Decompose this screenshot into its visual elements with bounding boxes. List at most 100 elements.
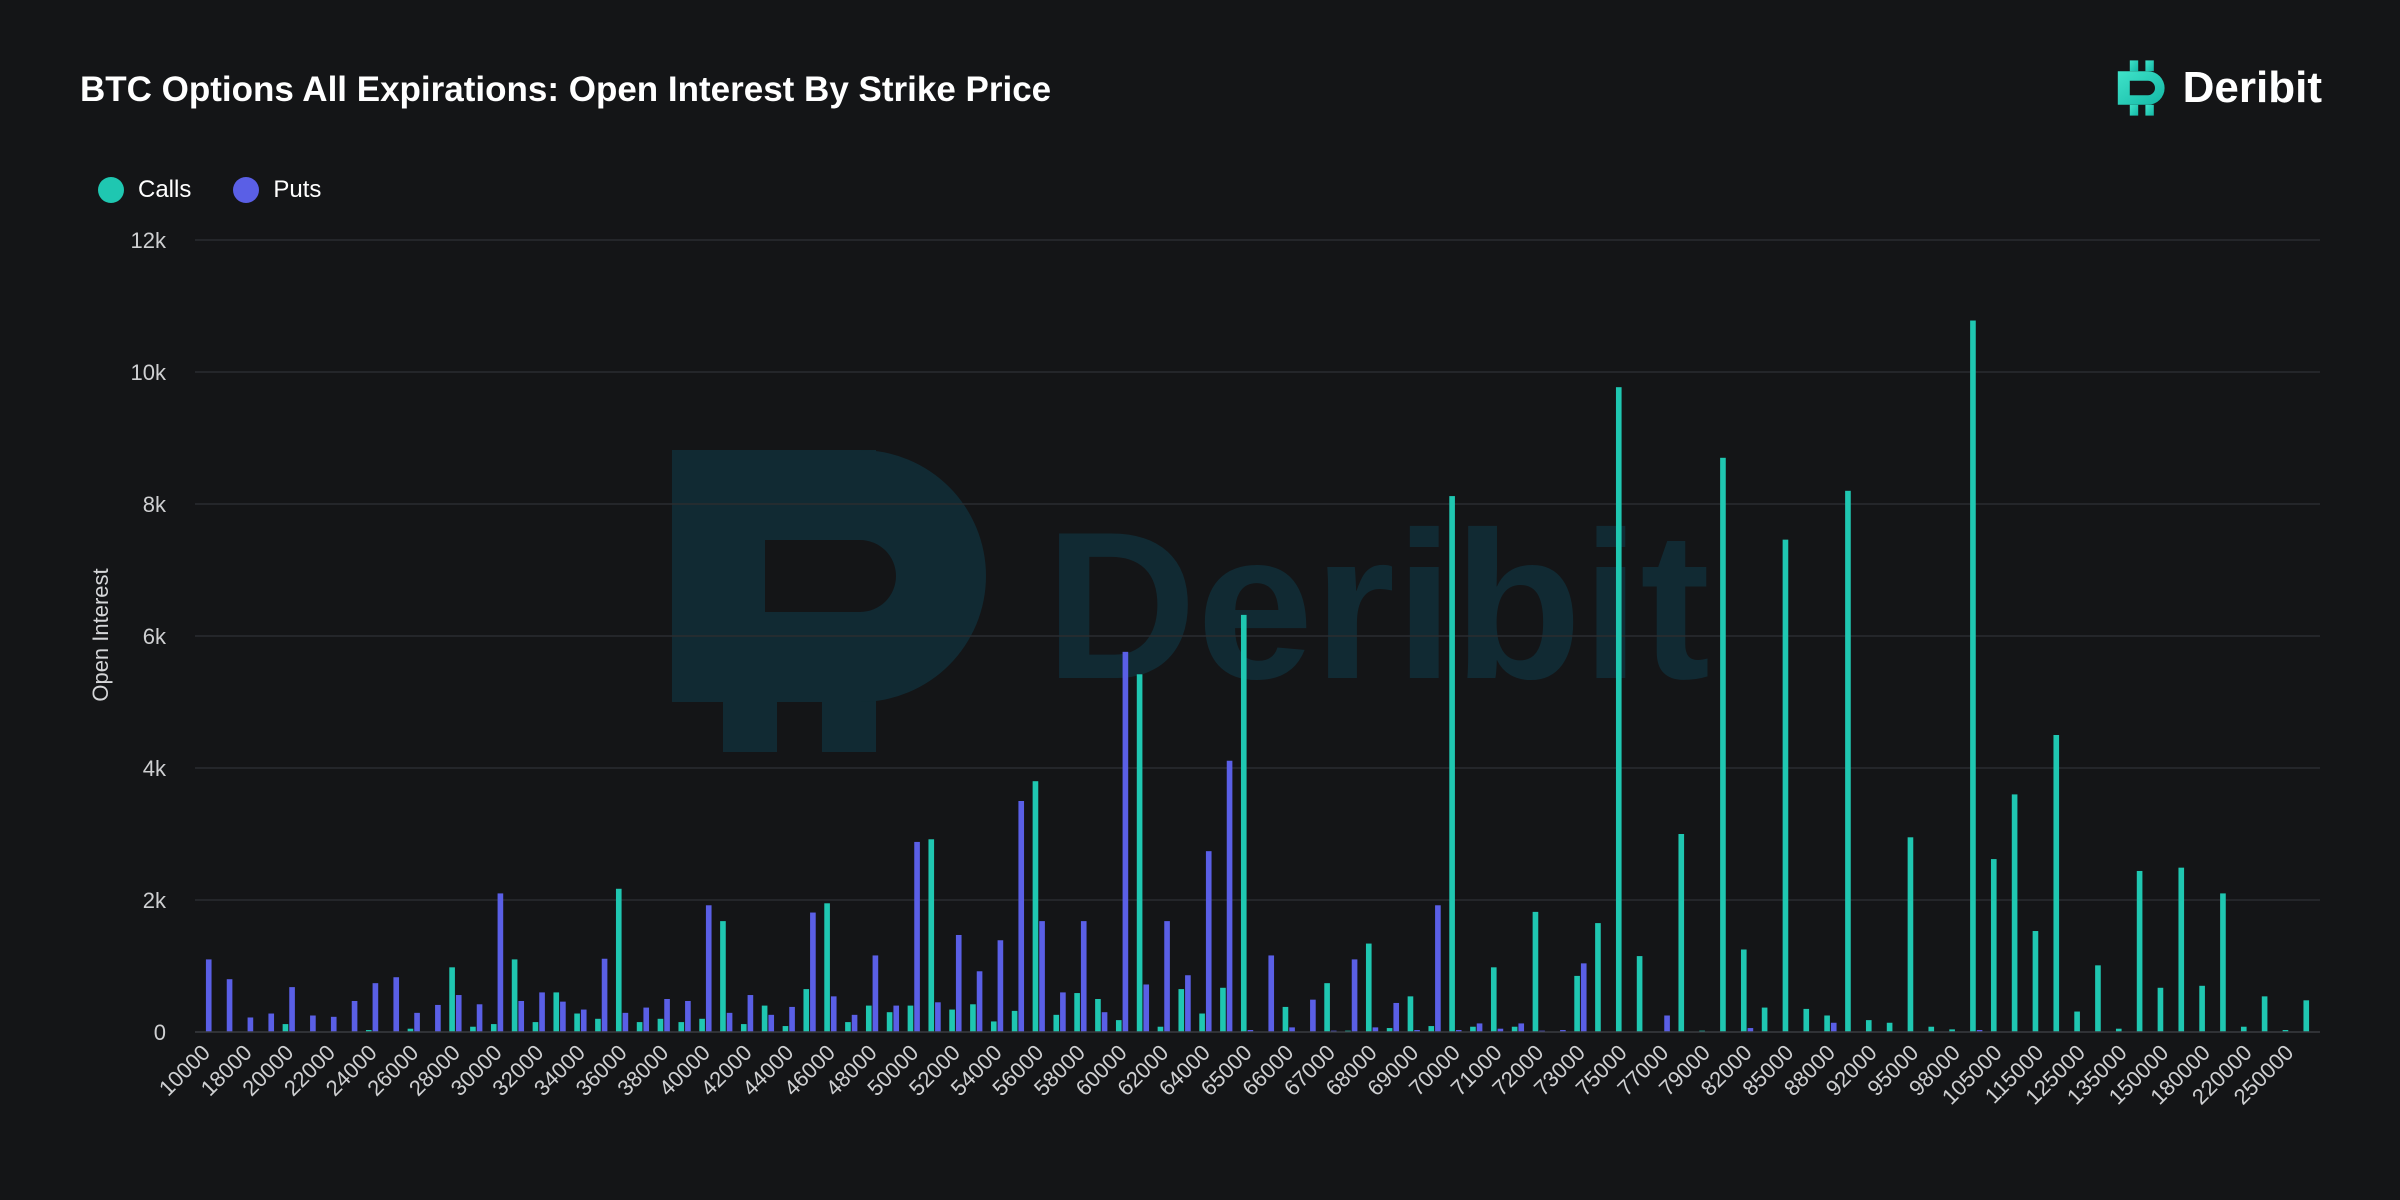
bar-puts[interactable]: [1310, 999, 1316, 1032]
bar-puts[interactable]: [1205, 851, 1212, 1032]
bar-puts[interactable]: [1351, 959, 1358, 1032]
bar-puts[interactable]: [1455, 1030, 1462, 1032]
bar-calls[interactable]: [2261, 996, 2268, 1032]
bar-puts[interactable]: [372, 983, 379, 1032]
bar-calls[interactable]: [928, 839, 935, 1032]
bar-calls[interactable]: [1949, 1029, 1955, 1032]
bar-calls[interactable]: [657, 1018, 664, 1032]
bar-calls[interactable]: [1449, 496, 1455, 1033]
bar-calls[interactable]: [1532, 911, 1539, 1032]
bar-calls[interactable]: [1574, 975, 1580, 1032]
bar-puts[interactable]: [1664, 1015, 1670, 1033]
bar-puts[interactable]: [747, 995, 754, 1032]
bar-calls[interactable]: [532, 1022, 539, 1032]
bar-calls[interactable]: [553, 992, 560, 1032]
bar-calls[interactable]: [1470, 1026, 1476, 1032]
bar-calls[interactable]: [1199, 1013, 1205, 1032]
bar-calls[interactable]: [470, 1026, 476, 1032]
bar-calls[interactable]: [1282, 1006, 1289, 1032]
bar-calls[interactable]: [1240, 614, 1247, 1032]
bar-puts[interactable]: [1185, 975, 1191, 1032]
bar-calls[interactable]: [990, 1021, 997, 1032]
bar-calls[interactable]: [574, 1013, 580, 1032]
bar-calls[interactable]: [615, 888, 622, 1032]
bar-puts[interactable]: [1518, 1023, 1525, 1032]
bar-puts[interactable]: [789, 1006, 795, 1032]
bar-calls[interactable]: [365, 1030, 372, 1032]
bar-puts[interactable]: [685, 1000, 691, 1032]
bar-puts[interactable]: [1289, 1027, 1295, 1032]
bar-calls[interactable]: [678, 1022, 685, 1032]
bar-calls[interactable]: [2095, 965, 2101, 1032]
bar-calls[interactable]: [949, 1009, 955, 1032]
bar-puts[interactable]: [1747, 1028, 1754, 1032]
bar-puts[interactable]: [997, 940, 1004, 1032]
bar-calls[interactable]: [1324, 983, 1330, 1032]
bar-calls[interactable]: [1678, 834, 1685, 1032]
bar-calls[interactable]: [1428, 1026, 1435, 1032]
bar-puts[interactable]: [205, 959, 212, 1032]
bar-puts[interactable]: [476, 1004, 483, 1032]
bar-puts[interactable]: [1080, 921, 1087, 1032]
bar-puts[interactable]: [1414, 1030, 1420, 1032]
bar-calls[interactable]: [1761, 1007, 1768, 1032]
bar-puts[interactable]: [935, 1002, 941, 1032]
bar-calls[interactable]: [1220, 987, 1226, 1032]
bar-calls[interactable]: [1157, 1026, 1164, 1032]
bar-puts[interactable]: [1393, 1002, 1400, 1032]
bar-puts[interactable]: [351, 1000, 358, 1032]
bar-puts[interactable]: [955, 934, 962, 1032]
bar-puts[interactable]: [1018, 801, 1025, 1032]
bar-calls[interactable]: [1386, 1028, 1393, 1032]
bar-calls[interactable]: [2199, 985, 2205, 1032]
bar-calls[interactable]: [1595, 923, 1601, 1032]
bar-puts[interactable]: [664, 999, 670, 1032]
bar-puts[interactable]: [560, 1001, 566, 1032]
bar-calls[interactable]: [595, 1018, 601, 1032]
bar-calls[interactable]: [1636, 956, 1643, 1032]
bar-calls[interactable]: [720, 921, 726, 1032]
legend-item-puts[interactable]: Puts: [233, 176, 321, 204]
bar-puts[interactable]: [1101, 1012, 1108, 1032]
bar-calls[interactable]: [1407, 996, 1414, 1032]
bar-puts[interactable]: [414, 1012, 420, 1032]
bar-calls[interactable]: [1845, 490, 1851, 1032]
bar-calls[interactable]: [1803, 1008, 1810, 1032]
bar-calls[interactable]: [1615, 387, 1622, 1032]
bar-puts[interactable]: [1164, 921, 1170, 1032]
bar-calls[interactable]: [970, 1004, 976, 1032]
bar-puts[interactable]: [393, 977, 400, 1032]
bar-calls[interactable]: [1865, 1020, 1872, 1032]
bar-puts[interactable]: [1435, 905, 1441, 1032]
bar-calls[interactable]: [490, 1024, 497, 1032]
bar-calls[interactable]: [636, 1022, 643, 1032]
bar-puts[interactable]: [1372, 1027, 1379, 1032]
bar-calls[interactable]: [1511, 1026, 1518, 1032]
bar-puts[interactable]: [726, 1012, 733, 1032]
bar-calls[interactable]: [2220, 893, 2226, 1032]
bar-puts[interactable]: [580, 1009, 587, 1032]
bar-puts[interactable]: [435, 1004, 441, 1032]
bar-calls[interactable]: [1928, 1026, 1935, 1032]
bar-calls[interactable]: [1720, 457, 1726, 1032]
bar-puts[interactable]: [643, 1007, 650, 1032]
bar-calls[interactable]: [865, 1005, 872, 1032]
bar-calls[interactable]: [2053, 735, 2060, 1032]
bar-calls[interactable]: [1032, 781, 1039, 1032]
bar-calls[interactable]: [1886, 1022, 1893, 1032]
bar-puts[interactable]: [1039, 921, 1045, 1032]
bar-calls[interactable]: [2282, 1030, 2289, 1032]
bar-calls[interactable]: [2178, 867, 2185, 1032]
legend-item-calls[interactable]: Calls: [98, 176, 191, 204]
bar-calls[interactable]: [449, 967, 455, 1032]
bar-calls[interactable]: [1740, 949, 1747, 1033]
bar-puts[interactable]: [268, 1013, 275, 1032]
bar-calls[interactable]: [2136, 870, 2143, 1032]
bar-puts[interactable]: [768, 1014, 775, 1032]
bar-puts[interactable]: [1976, 1030, 1983, 1032]
bar-calls[interactable]: [1095, 999, 1101, 1032]
bar-puts[interactable]: [1830, 1022, 1837, 1032]
bar-calls[interactable]: [782, 1026, 789, 1032]
bar-calls[interactable]: [1074, 993, 1080, 1032]
bar-calls[interactable]: [1782, 539, 1789, 1032]
